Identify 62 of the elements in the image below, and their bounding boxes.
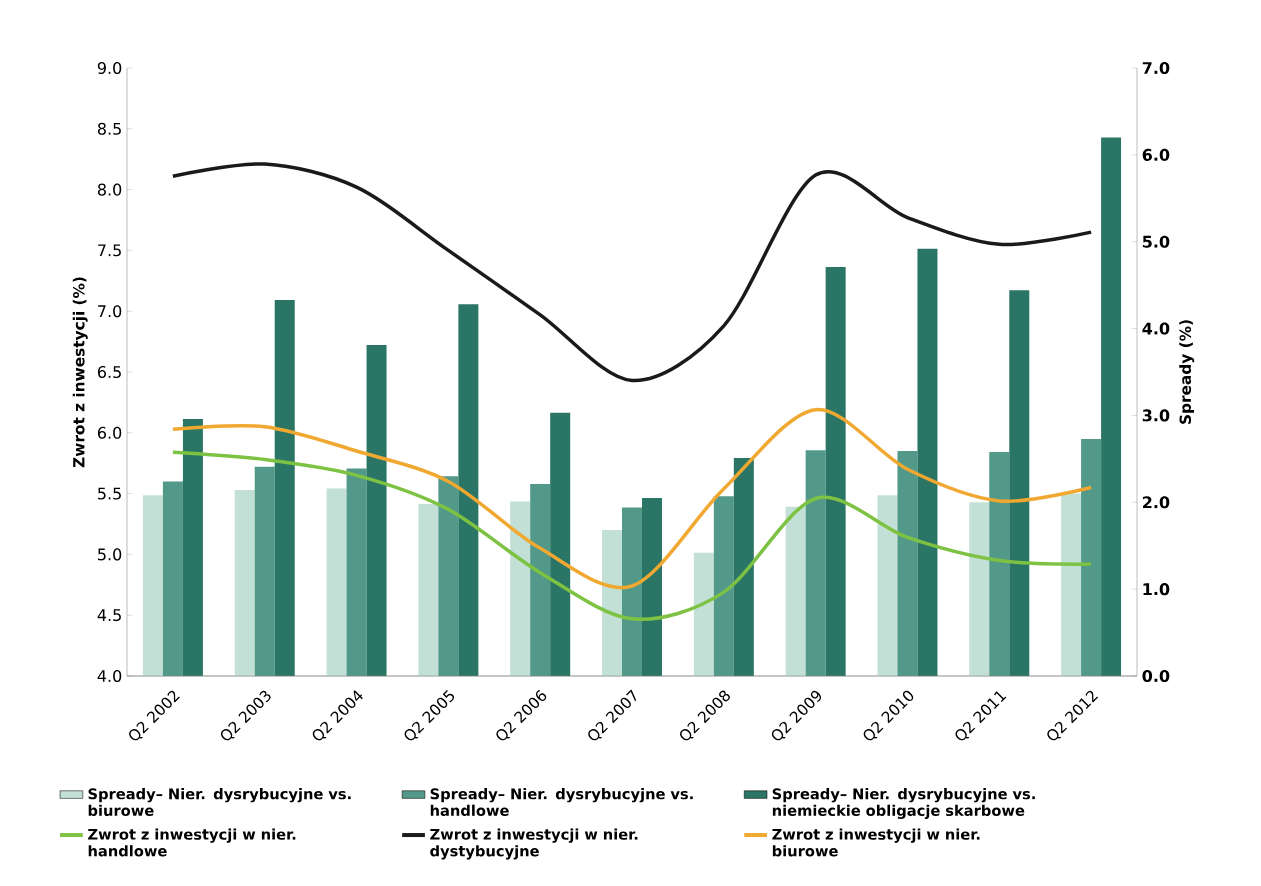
bar <box>1081 438 1102 676</box>
bar <box>1101 137 1122 676</box>
y-tick-label: 5.5 <box>98 487 121 500</box>
bar <box>693 552 714 676</box>
y-tick-label: 9.0 <box>97 61 122 75</box>
bar <box>254 466 275 676</box>
bar <box>366 345 387 676</box>
y2-tick-label: 0.0 <box>1142 669 1170 683</box>
bar <box>438 476 459 676</box>
bar <box>1061 493 1082 676</box>
bar <box>733 457 754 676</box>
bar <box>162 481 183 676</box>
line-series <box>171 450 1093 621</box>
bar <box>642 497 663 676</box>
y2-tick-label: 7.0 <box>1142 61 1170 75</box>
bar <box>602 530 622 676</box>
bar <box>825 266 846 676</box>
bar <box>326 488 347 676</box>
legend-label: Spready– Nier. dysrybucyjne vs. niemieckie obligacje skarbowe <box>772 788 1035 819</box>
bar <box>713 496 734 676</box>
y2-tick-label: 6.0 <box>1142 148 1170 161</box>
y2-tick-label: 3.0 <box>1142 409 1170 422</box>
bar <box>458 304 479 676</box>
y-tick-label: 6.0 <box>97 426 122 439</box>
legend-label: Spready– Nier. dysrybucyjne vs. biurowe <box>88 788 351 817</box>
y-tick-label: 4.5 <box>97 609 121 622</box>
line-series <box>171 162 1093 383</box>
y2-tick-label: 1.0 <box>1143 583 1170 596</box>
legend-label: Zwrot z inwestycji w nier. dystybucyjne <box>430 828 638 860</box>
bar <box>346 468 367 676</box>
y-tick-label: 6.5 <box>97 365 121 379</box>
bar <box>622 507 643 676</box>
bar <box>550 412 571 676</box>
legend-label: Zwrot z inwestycji w nier. biurowe <box>772 828 980 857</box>
y-axis-title: Zwrot z inwestycji (%) <box>72 277 88 468</box>
bar <box>877 495 898 676</box>
bar <box>989 451 1010 676</box>
bar <box>418 504 439 676</box>
bar <box>897 451 918 676</box>
bar <box>969 502 990 676</box>
bar <box>142 495 163 676</box>
bar <box>182 418 203 676</box>
bar <box>510 501 531 676</box>
bar <box>917 248 938 676</box>
y-tick-label: 7.5 <box>98 244 121 257</box>
y2-tick-label: 2.0 <box>1142 496 1170 509</box>
y2-tick-label: 5.0 <box>1142 235 1170 248</box>
y-tick-label: 8.5 <box>97 122 121 135</box>
bar <box>785 506 806 676</box>
y-tick-label: 4.0 <box>97 669 122 683</box>
legend-label: Zwrot z inwestycji w nier. handlowe <box>88 828 296 857</box>
bar <box>805 450 826 676</box>
bar <box>1009 290 1030 676</box>
y2-axis-title: Spready (%) <box>1179 320 1195 424</box>
legend-label: Spready– Nier. dysrybucyjne vs. handlowe <box>430 788 693 817</box>
y-tick-label: 5.0 <box>98 548 122 561</box>
bar <box>274 299 295 676</box>
y-tick-label: 7.0 <box>98 305 122 318</box>
y2-tick-label: 4.0 <box>1142 322 1170 335</box>
y-tick-label: 8.0 <box>97 183 122 196</box>
bar <box>530 484 551 676</box>
bar <box>234 490 255 676</box>
